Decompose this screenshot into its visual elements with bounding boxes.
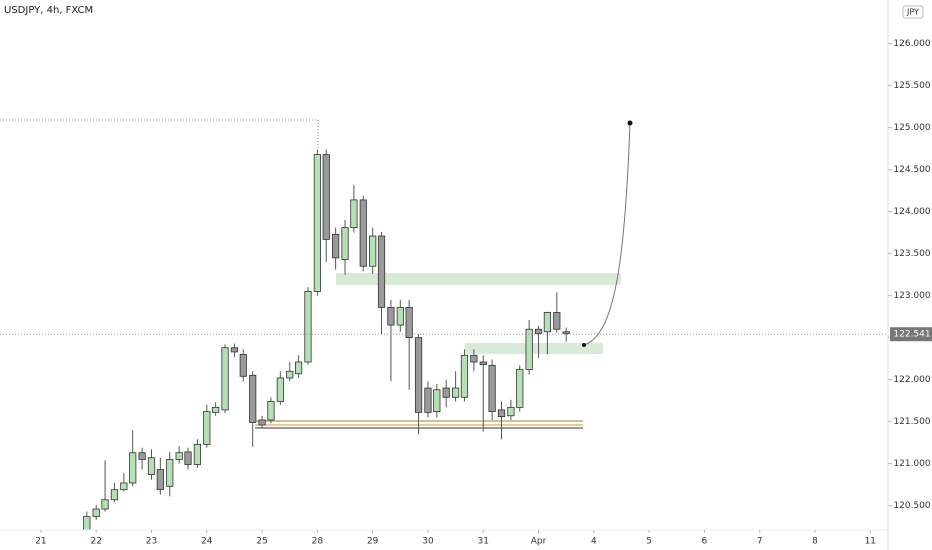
y-tick-label: 123.500 — [893, 249, 930, 259]
y-tick-label: 125.000 — [893, 123, 930, 133]
x-tick-label: 22 — [90, 537, 101, 547]
candle-body — [460, 354, 469, 398]
candle-body — [239, 354, 247, 377]
candle-body — [452, 387, 460, 398]
candle-body — [184, 451, 192, 465]
candle-body — [424, 387, 432, 413]
candle-body — [359, 199, 367, 267]
candle-body — [276, 377, 284, 402]
candle-body — [332, 233, 340, 259]
candle-body — [294, 361, 303, 375]
candle-body — [507, 406, 515, 417]
curve-point — [627, 120, 633, 126]
candle-body — [212, 406, 220, 413]
candle-body — [442, 387, 450, 398]
candle-body — [129, 452, 137, 484]
y-tick-label: 124.500 — [893, 165, 930, 175]
x-tick-label: 4 — [591, 537, 597, 547]
candle-body — [83, 516, 91, 530]
candle-body — [175, 452, 183, 460]
candle-body — [101, 499, 109, 510]
y-tick-label: 122.000 — [893, 375, 930, 385]
candle-body — [267, 401, 275, 421]
candle-body — [166, 459, 174, 487]
candle-body — [553, 312, 561, 330]
zone — [336, 273, 621, 285]
x-tick-label: 24 — [201, 537, 213, 547]
chart-title: USDJPY, 4h, FXCM — [4, 5, 93, 16]
candle-body — [92, 508, 100, 517]
x-tick-label: 11 — [865, 537, 876, 547]
candle-body — [479, 361, 487, 365]
candle-body — [405, 307, 413, 339]
candle-body — [156, 469, 164, 491]
x-tick-label: 23 — [146, 537, 157, 547]
candle-body — [322, 154, 330, 240]
candle-body — [562, 331, 570, 334]
candle-body — [497, 409, 506, 418]
x-tick-label: 30 — [422, 537, 434, 547]
candle-body — [193, 443, 201, 465]
y-tick-label: 125.500 — [893, 81, 930, 91]
currency-box — [902, 5, 924, 19]
y-tick-label: 121.000 — [893, 459, 930, 469]
y-tick-label: 120.500 — [893, 501, 930, 511]
zone — [465, 343, 603, 354]
candle-body — [120, 482, 128, 491]
candle-body — [534, 328, 543, 334]
drawing-line — [0, 119, 319, 150]
y-tick-label: 123.000 — [893, 291, 930, 301]
candle-body — [369, 235, 377, 267]
x-tick-label: 29 — [367, 537, 379, 547]
candle-body — [230, 347, 239, 353]
candle-body — [525, 328, 533, 370]
x-tick-label: 28 — [312, 537, 324, 547]
candle-body — [138, 452, 146, 460]
candle-body — [221, 347, 229, 411]
candle-body — [470, 354, 478, 363]
candle-body — [203, 411, 211, 445]
candle-body — [543, 312, 551, 333]
x-tick-label: 7 — [757, 537, 763, 547]
candle-body — [249, 375, 257, 423]
x-tick-label: 31 — [478, 537, 489, 547]
candle-body — [396, 307, 404, 326]
x-tick-label: 25 — [256, 537, 267, 547]
candle-body — [377, 235, 386, 308]
x-tick-label: 21 — [35, 537, 46, 547]
y-tick-label: 121.500 — [893, 417, 930, 427]
candle-body — [433, 389, 441, 412]
candle-body — [488, 364, 496, 412]
x-tick-label: Apr — [531, 537, 547, 547]
candle-body — [313, 154, 321, 292]
plot-area — [0, 119, 633, 530]
projection-curve — [583, 122, 631, 346]
last-price-box — [890, 327, 932, 342]
candle-body — [110, 489, 119, 501]
curve-point — [582, 343, 586, 347]
x-tick-label: 8 — [812, 537, 818, 547]
candle-body — [414, 337, 423, 413]
y-tick-label: 124.000 — [893, 207, 930, 217]
candle-body — [304, 291, 312, 363]
candle-body — [258, 419, 266, 426]
currency-label: JPY — [906, 8, 919, 17]
x-tick-label: 6 — [702, 537, 708, 547]
candle-body — [147, 457, 156, 475]
candle-body — [387, 307, 395, 326]
candle-body — [350, 199, 358, 229]
y-tick-label: 126.000 — [893, 39, 930, 49]
candle-body — [516, 369, 524, 408]
last-price-label: 122.541 — [893, 330, 930, 340]
candle-body — [341, 227, 349, 260]
x-tick-label: 5 — [646, 537, 652, 547]
candle-body — [286, 370, 294, 379]
